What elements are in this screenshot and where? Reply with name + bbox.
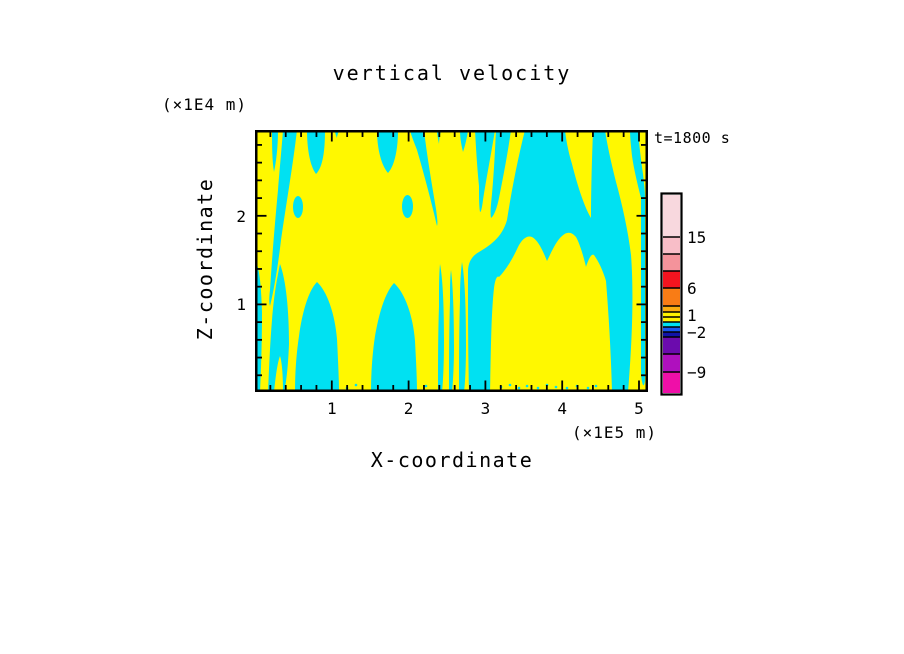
colorbar-segment-3 xyxy=(663,271,680,288)
colorbar-segment-2 xyxy=(663,254,680,271)
downdraft-left-crescent xyxy=(268,264,289,392)
boundary-layer-speckles xyxy=(333,384,337,388)
boundary-layer-speckles xyxy=(517,386,521,390)
colorbar-label-−9: −9 xyxy=(687,363,707,382)
colorbar-segment-12 xyxy=(663,354,680,372)
x-axis-unit-label: (×1E5 m) xyxy=(571,423,657,442)
boundary-layer-speckles xyxy=(586,386,590,390)
boundary-layer-speckles xyxy=(312,383,316,387)
x-tick-label-2: 2 xyxy=(403,399,414,418)
downdraft-sliver-6 xyxy=(410,130,438,226)
downdraft-dome-2 xyxy=(371,283,417,392)
downdraft-tongue-5 xyxy=(377,130,398,173)
colorbar-segment-1 xyxy=(663,237,680,254)
colorbar-label-15: 15 xyxy=(687,228,707,247)
downdraft-streak-1 xyxy=(272,130,278,172)
central-downdraft-curtain xyxy=(468,130,633,392)
colorbar-segment-6 xyxy=(663,312,680,317)
y-axis-unit-label: (×1E4 m) xyxy=(162,95,248,114)
downdraft-thin-crescent-3 xyxy=(459,262,466,392)
downdraft-thin-crescent-2 xyxy=(449,270,454,392)
downdraft-cell-7 xyxy=(402,195,413,218)
colorbar-label-6: 6 xyxy=(687,279,697,298)
boundary-layer-speckles xyxy=(594,384,598,388)
chart-title: vertical velocity xyxy=(332,61,572,85)
downdraft-dome-1 xyxy=(295,282,339,392)
downdraft-sliver-2 xyxy=(269,130,297,306)
updraft-wedge-in-crescent xyxy=(274,356,283,392)
y-axis-title: Z-coordinate xyxy=(193,177,217,341)
colorbar-segment-11 xyxy=(663,337,680,354)
boundary-layer-speckles xyxy=(536,386,540,390)
colorbar-segment-0 xyxy=(663,195,680,237)
boundary-layer-speckles xyxy=(508,383,512,387)
boundary-layer-speckles xyxy=(424,384,428,388)
colorbar-segment-8 xyxy=(663,322,680,327)
colorbar-label-−2: −2 xyxy=(687,323,707,342)
time-label: t=1800 s xyxy=(654,129,731,147)
downdraft-cell-4 xyxy=(293,196,303,218)
boundary-layer-speckles xyxy=(565,386,569,390)
colorbar-segment-4 xyxy=(663,288,680,306)
downdraft-sliver-10 xyxy=(490,130,511,218)
colorbar-svg xyxy=(660,192,683,396)
z-tick-label-2: 2 xyxy=(236,206,246,226)
downdraft-sliver-9 xyxy=(475,130,495,212)
downdraft-streak-8 xyxy=(460,130,468,152)
x-tick-label-4: 4 xyxy=(557,399,567,418)
contour-field-svg xyxy=(255,130,648,392)
boundary-layer-speckles xyxy=(554,385,558,389)
plot-frame xyxy=(255,130,648,392)
boundary-layer-speckles xyxy=(525,384,529,388)
colorbar xyxy=(660,192,683,400)
x-axis-title: X-coordinate xyxy=(370,448,534,472)
colorbar-segment-9 xyxy=(663,327,680,332)
contour-plot xyxy=(255,130,648,396)
x-tick-label-3: 3 xyxy=(480,399,491,418)
colorbar-segment-10 xyxy=(663,332,680,337)
boundary-layer-speckles xyxy=(322,386,326,390)
colorbar-segment-7 xyxy=(663,317,680,322)
boundary-layer-speckles xyxy=(354,383,358,387)
boundary-layer-speckles xyxy=(403,385,407,389)
downdraft-tongue-3 xyxy=(307,130,325,174)
x-tick-label-5: 5 xyxy=(634,399,644,418)
colorbar-frame xyxy=(660,192,683,396)
colorbar-segment-5 xyxy=(663,306,680,312)
colorbar-segment-13 xyxy=(663,372,680,393)
downdraft-thin-crescent-1 xyxy=(438,264,444,392)
z-tick-label-1: 1 xyxy=(236,295,246,315)
boundary-layer-speckles xyxy=(303,385,307,389)
colorbar-label-1: 1 xyxy=(687,306,697,325)
x-tick-label-1: 1 xyxy=(326,399,337,418)
updraft-wedge-in-curtain xyxy=(565,130,593,218)
